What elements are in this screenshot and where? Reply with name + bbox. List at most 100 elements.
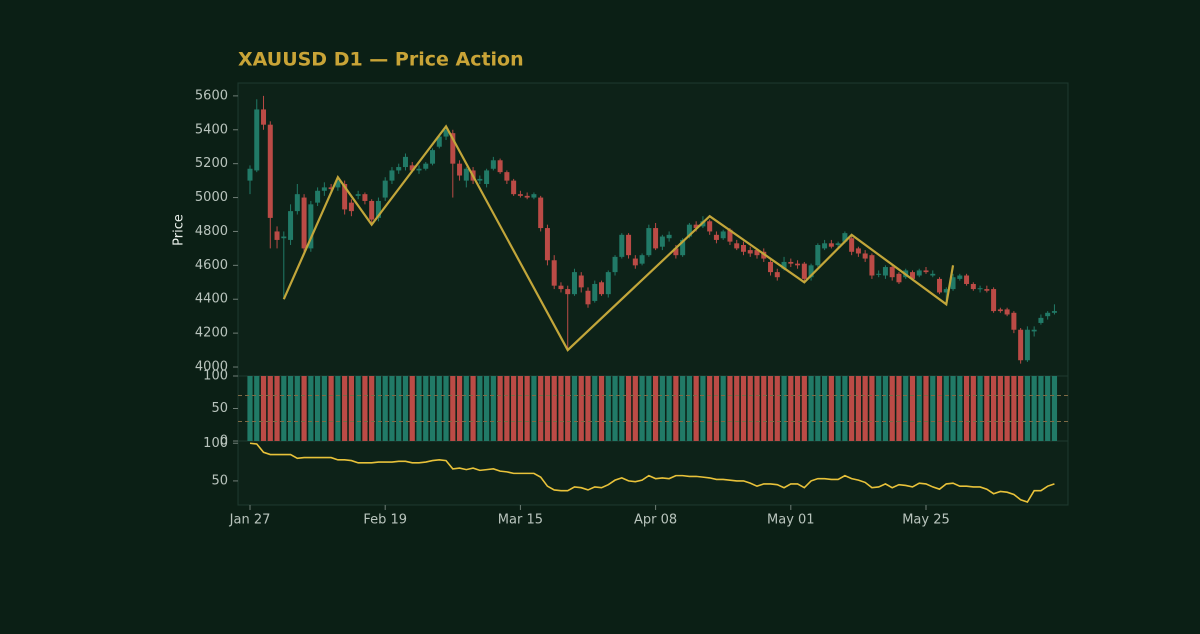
bar — [538, 376, 544, 441]
candle-body — [308, 204, 314, 249]
candle-body — [889, 267, 895, 278]
bar — [382, 376, 388, 441]
bar — [788, 376, 794, 441]
candle-body — [342, 183, 348, 210]
candle-body — [970, 283, 976, 290]
bar — [936, 376, 943, 441]
bar — [862, 376, 868, 441]
bar — [646, 376, 652, 441]
candle-body — [497, 160, 503, 173]
x-tick-label: May 01 — [767, 513, 815, 528]
bar — [923, 376, 929, 441]
bar — [869, 376, 875, 441]
candle-body — [1051, 311, 1057, 313]
candle-body — [923, 270, 929, 273]
candle-body — [991, 289, 997, 312]
candle-body — [619, 234, 625, 257]
candle-body — [504, 172, 510, 181]
candle-body — [396, 167, 402, 171]
bar — [443, 376, 449, 441]
candle-body — [822, 243, 828, 249]
bar — [450, 376, 456, 441]
candle-body — [1024, 329, 1030, 361]
bar — [707, 376, 713, 441]
bar — [355, 376, 361, 441]
bar — [835, 376, 841, 441]
bar — [612, 376, 618, 441]
bar — [619, 376, 625, 441]
candle-body — [254, 109, 260, 171]
candle-body — [740, 245, 746, 252]
candle-body — [288, 211, 294, 240]
bar — [267, 376, 273, 441]
candle-body — [301, 197, 307, 249]
bar — [335, 376, 341, 441]
bar — [815, 376, 821, 441]
bar — [463, 376, 469, 441]
candle-body — [362, 194, 368, 201]
candle-body — [490, 160, 496, 169]
bar — [903, 376, 909, 441]
candle-body — [544, 228, 550, 261]
bar — [1004, 376, 1010, 441]
y-tick-label: 100 — [203, 436, 228, 451]
bar — [375, 376, 382, 441]
bar — [274, 376, 280, 441]
candle-body — [267, 124, 273, 218]
candle-body — [626, 234, 632, 256]
bar — [882, 376, 889, 441]
candle-body — [909, 272, 915, 279]
candle-body — [524, 195, 530, 198]
bar — [497, 376, 503, 441]
bar — [673, 376, 679, 441]
candle-body — [436, 136, 442, 147]
bar — [1011, 376, 1017, 441]
bar — [281, 376, 287, 441]
x-tick-label: Jan 27 — [229, 513, 271, 528]
bar — [801, 376, 807, 441]
bar — [592, 376, 598, 441]
candle-body — [876, 273, 882, 275]
candle-body — [801, 263, 807, 279]
candle-body — [463, 168, 469, 181]
bar — [909, 376, 916, 441]
bar — [504, 376, 510, 441]
y-tick-label: 5600 — [195, 88, 228, 103]
bar — [734, 376, 740, 441]
bar — [876, 376, 882, 441]
bar — [565, 376, 571, 441]
bar — [1018, 376, 1024, 441]
candle-body — [1031, 329, 1037, 332]
bar — [693, 376, 699, 441]
candle-body — [578, 275, 584, 288]
candle-body — [585, 290, 591, 305]
candle-body — [930, 273, 936, 276]
bar — [849, 376, 855, 441]
candle-body — [639, 255, 645, 264]
candle-body — [558, 285, 564, 290]
candle-body — [375, 200, 381, 218]
candle-body — [659, 236, 665, 247]
bar — [625, 376, 632, 441]
candle-body — [943, 289, 949, 293]
bar — [389, 376, 395, 441]
bar — [456, 376, 463, 441]
bar — [477, 376, 483, 441]
candle-body — [842, 233, 848, 242]
candle-body — [1018, 329, 1024, 361]
candle-body — [605, 272, 611, 295]
bar — [991, 376, 997, 441]
x-tick-label: May 25 — [902, 513, 950, 528]
bar — [943, 376, 949, 441]
y-tick-label: 50 — [211, 401, 228, 416]
candle-body — [950, 277, 956, 290]
bar — [558, 376, 564, 441]
bar — [720, 376, 726, 441]
candle-body — [599, 282, 605, 295]
candle-body — [747, 250, 753, 254]
candle-body — [781, 261, 787, 269]
candle-body — [551, 260, 557, 286]
bar — [950, 376, 956, 441]
bar — [321, 376, 327, 441]
bar — [822, 376, 828, 441]
